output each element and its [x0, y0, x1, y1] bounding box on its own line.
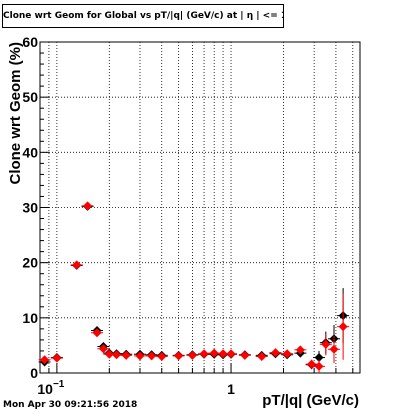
diamond-marker: [52, 353, 62, 363]
timestamp: Mon Apr 30 09:21:56 2018: [3, 400, 138, 410]
diamond-marker: [307, 359, 317, 369]
y-tick-label: 20: [22, 255, 38, 271]
y-tick-label: 0: [30, 365, 38, 381]
diamond-marker: [40, 355, 50, 365]
diamond-marker: [321, 339, 331, 349]
data-point: [225, 349, 238, 359]
data-point: [91, 328, 104, 338]
y-tick-label: 30: [22, 200, 38, 216]
data-point: [208, 348, 221, 358]
data-point: [50, 353, 63, 363]
data-point: [120, 350, 133, 360]
data-point: [110, 350, 123, 360]
diamond-marker: [174, 351, 184, 361]
diamond-marker: [257, 351, 267, 361]
x-tick-exponent: −1: [53, 379, 65, 390]
diamond-marker: [135, 351, 145, 361]
data-point: [294, 345, 307, 355]
diamond-marker: [271, 348, 281, 358]
series-1: [38, 201, 350, 370]
y-tick-label: 50: [22, 89, 38, 105]
data-point: [217, 349, 230, 359]
data-point: [70, 260, 83, 270]
data-point: [327, 335, 340, 364]
diamond-marker: [104, 349, 114, 359]
x-axis-title: pT/|q| (GeV/c): [262, 392, 359, 409]
diamond-marker: [98, 344, 108, 354]
data-point: [186, 350, 199, 360]
diamond-marker: [83, 201, 93, 211]
y-tick-label: 40: [22, 144, 38, 160]
y-tick-label: 60: [22, 34, 38, 50]
diamond-marker: [282, 349, 292, 359]
diamond-marker: [218, 349, 228, 359]
data-point: [155, 351, 168, 361]
diamond-marker: [199, 349, 209, 359]
data-point: [198, 349, 211, 359]
diamond-marker: [314, 353, 324, 363]
data-point: [172, 351, 185, 361]
diamond-marker: [329, 344, 339, 354]
diamond-marker: [72, 260, 82, 270]
chart-title: Clone wrt Geom for Global vs pT/|q| (GeV…: [2, 4, 284, 28]
diamond-marker: [295, 345, 305, 355]
data-point: [145, 351, 158, 361]
diamond-marker: [121, 350, 131, 360]
diamond-marker: [147, 351, 157, 361]
y-axis-title: Clone wrt Geom (%): [7, 42, 24, 185]
tick-labels: 0 10 20 30 40 50 60 10−1 1: [22, 34, 235, 397]
diamond-marker: [92, 328, 102, 338]
axis-ticks: [39, 41, 354, 374]
data-point: [269, 348, 282, 358]
data-point: [319, 333, 332, 356]
diamond-marker: [226, 349, 236, 359]
series-2: [38, 201, 350, 373]
diamond-marker: [209, 348, 219, 358]
data-point: [281, 349, 294, 359]
data-point: [313, 359, 326, 373]
x-tick-label: 1: [227, 381, 235, 397]
data-point: [133, 351, 146, 361]
data-point: [255, 351, 268, 361]
data-point: [81, 201, 94, 211]
diamond-marker: [338, 322, 348, 332]
diamond-marker: [187, 350, 197, 360]
data-point: [238, 350, 251, 360]
data-point: [337, 293, 350, 360]
data-points: [38, 201, 350, 373]
diamond-marker: [157, 351, 167, 361]
x-tick-label: 10−1: [37, 379, 64, 397]
diamond-marker: [314, 361, 324, 371]
data-point: [38, 355, 51, 365]
y-tick-label: 10: [22, 310, 38, 326]
diamond-marker: [240, 350, 250, 360]
diamond-marker: [112, 350, 122, 360]
data-point: [97, 344, 110, 354]
